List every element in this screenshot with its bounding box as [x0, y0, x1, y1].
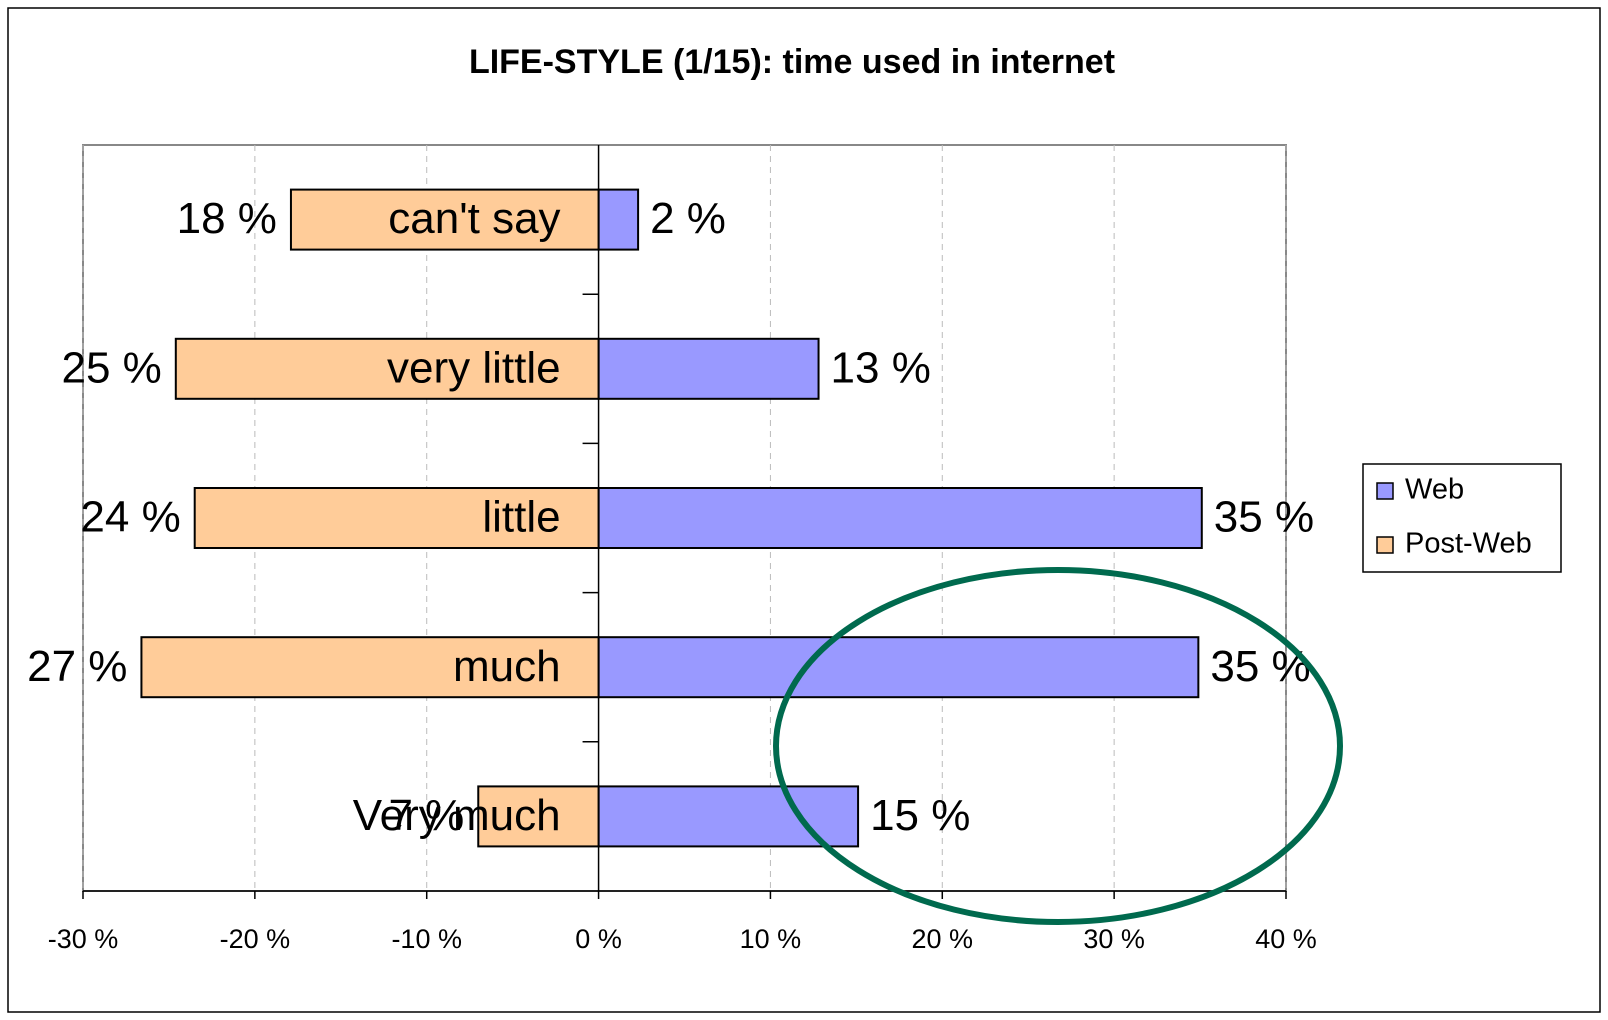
- x-tick-label: 30 %: [1083, 924, 1145, 954]
- value-label: 35 %: [1214, 493, 1314, 542]
- bar: [140, 636, 600, 699]
- category-label: very little: [387, 343, 561, 392]
- x-tick-label: 10 %: [740, 924, 802, 954]
- bar: [597, 636, 1200, 699]
- x-tick-label: -20 %: [220, 924, 291, 954]
- highlight-ellipse: [773, 567, 1343, 925]
- bar: [597, 188, 640, 251]
- x-tick-label: 40 %: [1255, 924, 1317, 954]
- value-label: 13 %: [831, 343, 931, 392]
- x-tick-label: 20 %: [912, 924, 974, 954]
- value-label: 2 %: [650, 194, 726, 243]
- legend: Web Post-Web: [1362, 463, 1562, 573]
- bar: [477, 785, 600, 848]
- chart-title: LIFE-STYLE (1/15): time used in internet: [469, 43, 1115, 81]
- legend-swatch: [1376, 536, 1394, 554]
- category-label: much: [453, 642, 561, 691]
- category-label: little: [482, 493, 560, 542]
- x-tick-label: -30 %: [48, 924, 119, 954]
- bar: [597, 337, 820, 400]
- legend-label: Web: [1405, 474, 1464, 506]
- legend-label: Post-Web: [1405, 528, 1532, 560]
- category-label: can't say: [388, 194, 560, 243]
- bar: [193, 487, 600, 549]
- value-label: 7 %: [388, 791, 464, 840]
- value-label: 18 %: [177, 194, 277, 243]
- marks: 2 %13 %35 %35 %15 %18 %25 %24 %27 %7 %ca…: [27, 188, 1314, 848]
- bar: [289, 188, 600, 251]
- value-label: 24 %: [80, 493, 180, 542]
- legend-swatch: [1376, 482, 1394, 500]
- grid: -30 % -20 % -10 % 0 % 10 % 20 % 30 % 40 %: [48, 145, 1317, 954]
- category-label: Very much: [353, 791, 561, 840]
- value-label: 15 %: [870, 791, 970, 840]
- bar: [174, 337, 600, 400]
- bar: [597, 487, 1203, 549]
- x-tick-label: -10 %: [391, 924, 462, 954]
- value-label: 25 %: [62, 343, 162, 392]
- value-label: 27 %: [27, 642, 127, 691]
- x-tick-label: 0 %: [575, 924, 622, 954]
- legend-box: [1362, 463, 1562, 573]
